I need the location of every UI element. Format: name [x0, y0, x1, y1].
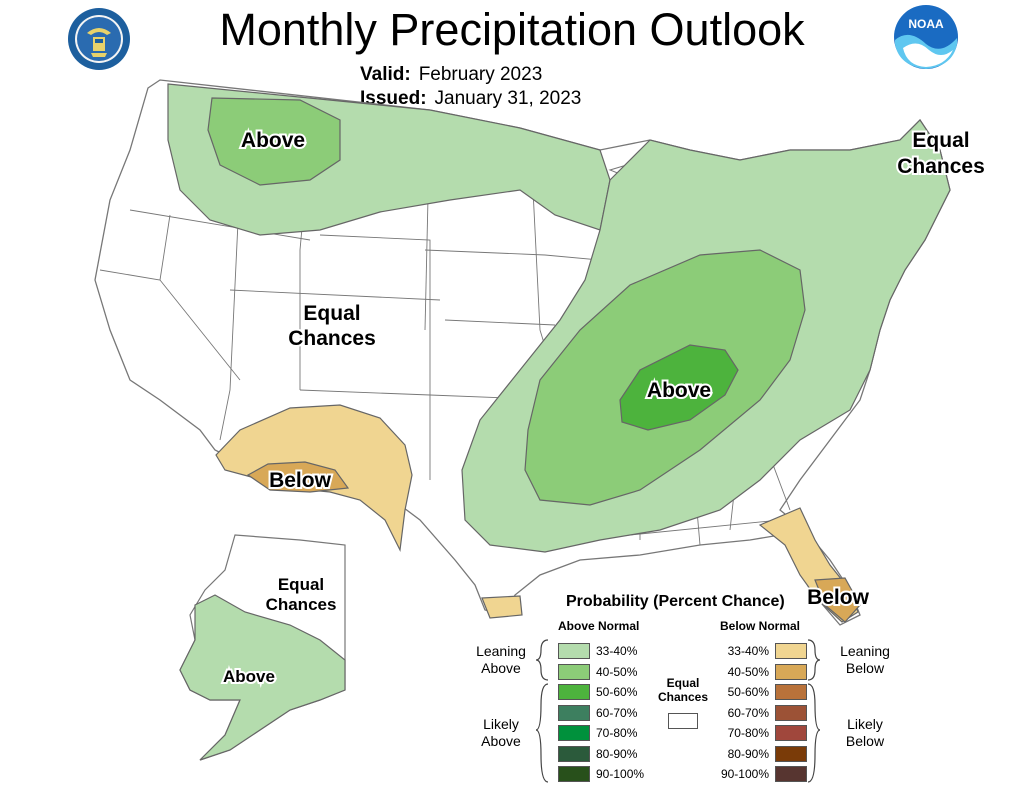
legend-below-range: 90-100%	[720, 767, 769, 781]
legend-above-swatch	[558, 643, 590, 659]
legend-below-swatch	[775, 664, 807, 680]
legend-equal-chances: Equal Chances	[657, 676, 709, 704]
label-central-above: Above	[647, 379, 711, 402]
label-nw-above: Above	[241, 129, 305, 152]
label-ne-equal: Equal	[912, 129, 969, 152]
legend-below-swatch	[775, 746, 807, 762]
legend-below-swatch	[775, 766, 807, 782]
legend-likely-below: Likely Below	[845, 716, 885, 749]
valid-label: Valid:	[360, 64, 411, 85]
legend-above-range: 60-70%	[596, 706, 638, 720]
label-fl-below: Below	[807, 586, 870, 609]
legend-below-range: 33-40%	[727, 644, 769, 658]
label-ne-chances: Chances	[897, 155, 985, 178]
legend-above-range: 33-40%	[596, 644, 638, 658]
legend-above-range: 80-90%	[596, 747, 638, 761]
legend-below-swatch	[775, 643, 807, 659]
valid-line: Valid: February 2023	[360, 64, 542, 86]
above-33-40-alaska	[179, 594, 346, 761]
valid-value: February 2023	[418, 64, 543, 85]
legend-below-range: 70-80%	[727, 726, 769, 740]
legend-below-range: 80-90%	[727, 747, 769, 761]
label-ak-equal: Equal	[278, 575, 324, 594]
legend-leaning-below: Leaning Below	[840, 643, 890, 676]
label-west-equal: Equal	[303, 302, 360, 325]
label-ak-chances: Chances	[266, 595, 337, 614]
legend-below-range: 60-70%	[727, 706, 769, 720]
legend-above-swatch	[558, 746, 590, 762]
legend-below-swatch	[775, 684, 807, 700]
legend-above-range: 40-50%	[596, 665, 638, 679]
legend-above-swatch	[558, 684, 590, 700]
issued-value: January 31, 2023	[434, 88, 582, 109]
legend-above-swatch	[558, 725, 590, 741]
above-40-50-northwest	[207, 97, 341, 186]
issued-line: Issued: January 31, 2023	[360, 88, 581, 110]
legend-above-swatch	[558, 705, 590, 721]
legend-below-head: Below Normal	[720, 619, 801, 633]
below-40-50-florida	[814, 577, 861, 623]
above-50-60-east	[619, 344, 739, 431]
map-title: Monthly Precipitation Outlook	[219, 4, 805, 55]
legend-above-range: 90-100%	[596, 767, 645, 781]
legend-below-swatch	[775, 725, 807, 741]
legend-title: Probability (Percent Chance)	[566, 593, 785, 610]
legend-above-swatch	[558, 766, 590, 782]
legend-above-range: 50-60%	[596, 685, 638, 699]
legend-equal-swatch	[668, 713, 698, 729]
label-sw-below: Below	[269, 469, 332, 492]
legend-below-range: 50-60%	[727, 685, 769, 699]
below-40-50-southwest	[246, 461, 350, 493]
legend-brackets	[535, 639, 821, 783]
legend-above-head: Above Normal	[558, 619, 640, 633]
below-33-40-texas-coast	[481, 595, 523, 619]
legend-likely-above: Likely Above	[481, 716, 521, 749]
noaa-logo-icon: NOAA	[894, 5, 958, 69]
noaa-logo-text: NOAA	[908, 17, 944, 31]
legend-leaning-above: Leaning Above	[476, 643, 526, 676]
label-ak-above: Above	[223, 667, 275, 686]
legend-below-swatch	[775, 705, 807, 721]
legend-above-range: 70-80%	[596, 726, 638, 740]
doc-seal-icon	[68, 8, 130, 70]
legend-below-range: 40-50%	[727, 665, 769, 679]
legend-above-swatch	[558, 664, 590, 680]
label-west-chances: Chances	[288, 327, 376, 350]
